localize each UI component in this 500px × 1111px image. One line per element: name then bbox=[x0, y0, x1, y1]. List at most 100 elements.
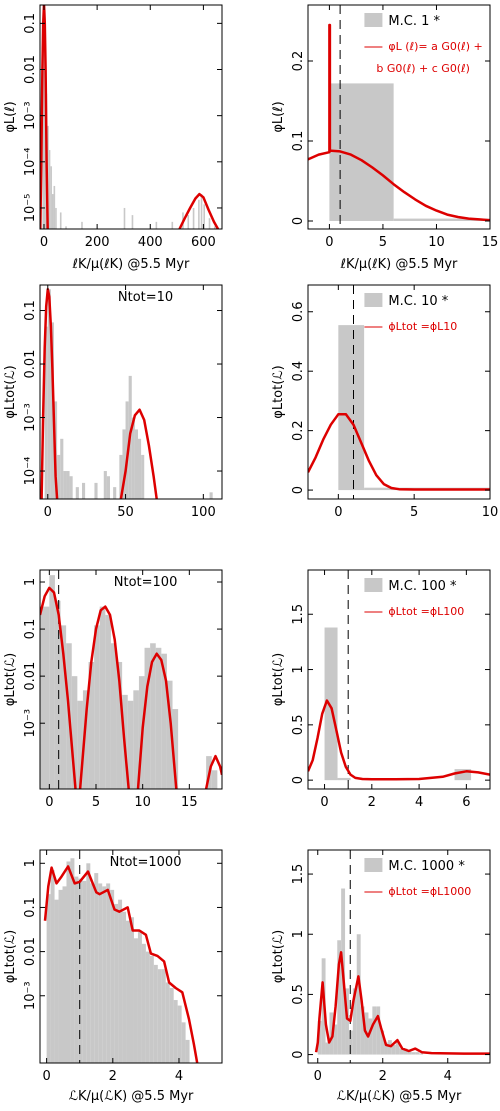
legend-formula: ϕLtot =ϕL1000 bbox=[388, 885, 471, 898]
histogram-bar bbox=[88, 661, 95, 789]
plot-area bbox=[314, 850, 490, 1063]
histogram-bar bbox=[44, 326, 48, 499]
model-curve bbox=[314, 951, 490, 1055]
x-tick-label: 5 bbox=[92, 795, 100, 810]
plot-area bbox=[40, 287, 213, 499]
model-curve bbox=[136, 652, 178, 789]
x-axis-label: ℓK/μ(ℓK) @5.5 Myr bbox=[72, 257, 190, 272]
histogram-bar bbox=[141, 454, 145, 499]
histogram-bar bbox=[113, 487, 117, 499]
histogram-bar bbox=[81, 221, 83, 229]
model-curve bbox=[119, 408, 158, 499]
histogram-bar bbox=[122, 911, 127, 1063]
histogram-bar bbox=[103, 471, 107, 499]
plot-area bbox=[43, 850, 199, 1063]
legend-mc-label: M.C. 1 * bbox=[388, 14, 440, 29]
axes-frame bbox=[39, 284, 223, 500]
plot-area bbox=[40, 570, 222, 789]
histogram-bar bbox=[106, 883, 111, 1063]
histogram-bar bbox=[352, 988, 357, 1055]
histogram-bar bbox=[161, 653, 167, 789]
y-axis-label: φL(ℓ) bbox=[3, 101, 18, 132]
model-curve bbox=[40, 586, 77, 789]
chart-panel-7: 0 2 4 1 0.1 0.01 10⁻³ φLtot(ℒ) ℒK/μ(ℒK) @5.5 Myr… bbox=[3, 849, 223, 1104]
chart-panel-2: 0 5 10 15 0 0.1 0.2 φL(ℓ) ℓK/μ(ℓK) @5.5 Myr M.C. … bbox=[271, 4, 499, 272]
histogram-bar bbox=[337, 777, 351, 781]
histogram-bar bbox=[171, 221, 174, 229]
histogram-bar bbox=[127, 700, 134, 789]
histogram-bar bbox=[53, 185, 56, 229]
x-tick-label: 0 bbox=[320, 795, 328, 810]
histogram-bar bbox=[54, 600, 61, 789]
x-tick-label: 15 bbox=[181, 795, 198, 810]
chart-panel-1: 0 200 400 600 0.1 0.01 10⁻³ 10⁻⁴ 10⁻⁵ φL(ℓ) ℓK/μ(ℓ… bbox=[3, 4, 223, 272]
histogram-bar bbox=[131, 417, 135, 499]
x-tick-label: 10 bbox=[134, 795, 151, 810]
ntot-label: Ntot=100 bbox=[114, 575, 178, 590]
x-tick-label: 15 bbox=[482, 235, 499, 250]
model-curve bbox=[40, 287, 59, 499]
histogram-bar bbox=[48, 150, 51, 229]
histogram-bar bbox=[403, 1048, 408, 1055]
x-tick-label: 0 bbox=[44, 505, 52, 520]
y-axis-label: φLtot(ℒ) bbox=[271, 653, 286, 706]
histogram-bar bbox=[66, 861, 71, 1063]
y-tick-label: 1 bbox=[23, 578, 38, 586]
histogram-bar bbox=[86, 863, 91, 1063]
histogram-bar bbox=[75, 487, 79, 499]
histogram-bar bbox=[66, 471, 70, 499]
histogram-bar bbox=[317, 1020, 322, 1055]
histogram-bar bbox=[50, 870, 55, 1063]
histogram-bar bbox=[74, 876, 79, 1063]
x-tick-label: 0 bbox=[42, 1069, 50, 1084]
histogram-bar bbox=[203, 204, 205, 229]
histogram-bar bbox=[411, 1052, 416, 1055]
y-axis-label: φLtot(ℒ) bbox=[3, 653, 18, 706]
histogram-bar bbox=[47, 289, 51, 499]
x-tick-label: 200 bbox=[85, 235, 110, 250]
histogram-bar bbox=[51, 194, 54, 229]
histogram-bar bbox=[161, 969, 166, 1063]
histogram-bar bbox=[181, 1022, 186, 1063]
y-tick-label: 0.5 bbox=[291, 984, 306, 1005]
y-tick-label: 1 bbox=[291, 665, 306, 673]
y-tick-label: 0.01 bbox=[23, 662, 38, 691]
histogram-bar bbox=[214, 226, 216, 229]
histogram-bar bbox=[99, 606, 106, 789]
histogram-bar bbox=[187, 215, 190, 229]
chart-panel-3: 0 50 100 0.1 0.01 10⁻³ 10⁻⁴ φLtot(ℒ) Ntot=10 bbox=[3, 284, 223, 520]
model-curve bbox=[40, 5, 49, 229]
histogram-bar bbox=[211, 770, 218, 789]
histogram-bar bbox=[58, 889, 63, 1063]
histogram-bar bbox=[102, 886, 107, 1063]
y-tick-label: 0.1 bbox=[23, 619, 38, 640]
y-tick-label: 10⁻³ bbox=[23, 981, 38, 1010]
x-tick-label: 5 bbox=[410, 505, 418, 520]
y-tick-label: 0 bbox=[291, 217, 306, 225]
histogram-bar bbox=[393, 218, 490, 221]
y-tick-label: 1.5 bbox=[291, 864, 306, 885]
histogram-bar bbox=[63, 471, 67, 499]
histogram-bar bbox=[98, 883, 103, 1063]
histogram-bar bbox=[157, 969, 162, 1063]
plot-area bbox=[308, 570, 490, 789]
histogram-bar bbox=[94, 625, 100, 789]
histogram-bar bbox=[338, 325, 365, 491]
plot-area bbox=[40, 5, 220, 229]
histogram-bar bbox=[141, 943, 146, 1063]
histogram-bar bbox=[372, 1006, 377, 1055]
axes-frame bbox=[39, 849, 223, 1064]
y-axis-label: φLtot(ℒ) bbox=[3, 365, 18, 418]
histogram-bar bbox=[144, 647, 151, 789]
histogram-bar bbox=[134, 429, 138, 499]
x-tick-label: 600 bbox=[191, 235, 216, 250]
y-tick-label: 0 bbox=[291, 1050, 306, 1058]
histogram-bar bbox=[122, 429, 126, 499]
x-axis-label: ℒK/μ(ℒK) @5.5 Myr bbox=[337, 1089, 462, 1104]
histogram-bar bbox=[105, 614, 111, 789]
histogram-bar bbox=[133, 690, 139, 789]
x-tick-label: 2 bbox=[368, 795, 376, 810]
model-curve bbox=[308, 699, 490, 781]
model-curve bbox=[204, 754, 222, 789]
